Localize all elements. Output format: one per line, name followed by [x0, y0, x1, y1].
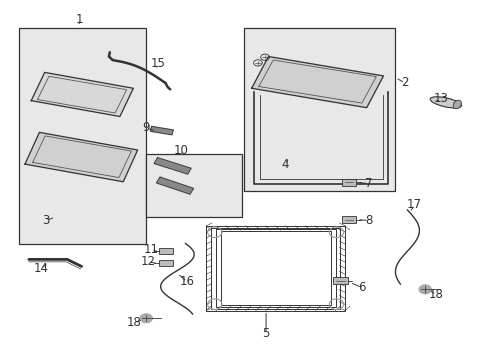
Text: 16: 16 [179, 275, 194, 288]
Ellipse shape [429, 97, 461, 108]
Text: 18: 18 [428, 288, 443, 301]
Polygon shape [150, 126, 173, 135]
Text: 6: 6 [357, 281, 365, 294]
Bar [206, 226, 345, 311]
Text: 12: 12 [141, 255, 156, 268]
Bar [341, 216, 355, 223]
Text: 2: 2 [401, 76, 408, 90]
Text: 9: 9 [142, 121, 150, 134]
Text: 15: 15 [150, 57, 165, 70]
Bar [159, 248, 172, 254]
Bar [220, 231, 330, 305]
Text: 18: 18 [126, 316, 142, 329]
Bar [215, 229, 335, 307]
Text: 3: 3 [42, 214, 49, 227]
Text: 10: 10 [173, 144, 188, 157]
Text: 11: 11 [143, 243, 158, 256]
Circle shape [140, 314, 152, 323]
Text: 5: 5 [262, 327, 269, 340]
Polygon shape [156, 177, 193, 194]
Text: 17: 17 [407, 198, 421, 211]
Circle shape [418, 285, 430, 294]
Bar [341, 179, 355, 186]
Text: 8: 8 [365, 214, 372, 227]
Text: 1: 1 [75, 13, 83, 26]
Bar [210, 228, 340, 309]
Bar [146, 154, 242, 217]
Text: 4: 4 [281, 158, 288, 171]
Text: 14: 14 [33, 262, 48, 275]
Polygon shape [154, 158, 191, 174]
Text: 7: 7 [365, 177, 372, 190]
Bar [19, 28, 146, 243]
Bar [159, 260, 172, 266]
Bar [332, 277, 347, 284]
Polygon shape [25, 132, 137, 182]
Polygon shape [251, 57, 383, 108]
Text: 13: 13 [433, 93, 447, 105]
Bar [244, 28, 395, 190]
Ellipse shape [452, 100, 460, 109]
Polygon shape [31, 72, 133, 117]
